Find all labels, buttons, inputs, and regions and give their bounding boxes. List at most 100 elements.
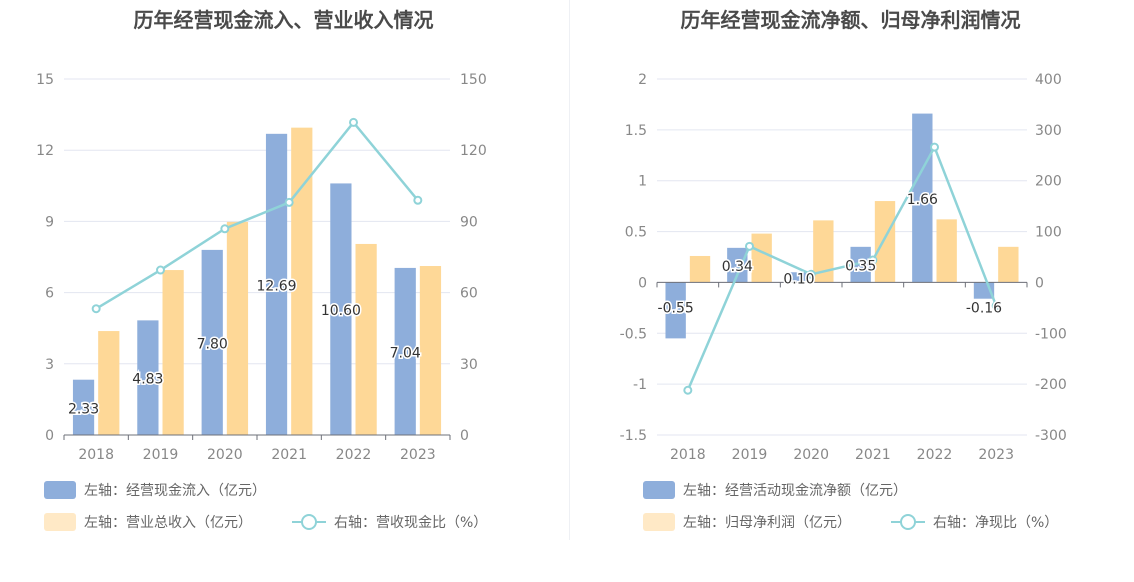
x-axis-tick-label: 2019 — [732, 447, 768, 463]
legend-label: 右轴：营收现金比（%） — [334, 515, 488, 531]
data-label: 2.33 — [68, 401, 99, 417]
x-axis-tick-label: 2021 — [271, 447, 307, 463]
data-label: -0.16 — [966, 300, 1002, 316]
bar-6 — [419, 266, 442, 435]
x-axis-tick-label: 2018 — [670, 447, 706, 463]
legend-swatch-blue — [643, 481, 675, 499]
left-axis-tick-label: 15 — [36, 72, 54, 88]
bar-2 — [137, 320, 159, 435]
legend-swatch-yellow — [643, 513, 675, 531]
point-5 — [930, 142, 939, 152]
right-axis-tick-label: 400 — [1035, 72, 1062, 88]
left-axis-tick-label: 12 — [36, 143, 54, 159]
data-label: 4.83 — [132, 372, 163, 388]
bar-1 — [72, 379, 95, 435]
point-4 — [284, 197, 294, 207]
legend-swatch-blue — [44, 481, 76, 499]
left-axis-tick-label: 6 — [45, 286, 54, 302]
legend-label: 左轴：归母净利润（亿元） — [683, 515, 851, 531]
right-axis-tick-label: 60 — [460, 286, 478, 302]
left-axis-tick-label: 0.5 — [625, 225, 647, 241]
right-axis-tick-label: -300 — [1035, 428, 1067, 444]
x-axis-tick-label: 2021 — [855, 447, 891, 463]
chart-title: 历年经营现金流净额、归母净利润情况 — [680, 8, 1021, 32]
bar-4 — [291, 127, 313, 436]
x-axis-tick-label: 2020 — [793, 447, 829, 463]
right-axis-tick-label: 0 — [1035, 275, 1044, 291]
legend-item-net-cash-flow[interactable]: 左轴：经营活动现金流净额（亿元） — [643, 480, 907, 500]
legend-item-revenue-cash-ratio[interactable]: 右轴：营收现金比（%） — [292, 512, 487, 532]
legend-item-cash-inflow[interactable]: 左轴：经营现金流入（亿元） — [44, 480, 266, 500]
legend-label: 右轴：净现比（%） — [933, 515, 1059, 531]
left-axis-tick-label: -1 — [633, 377, 647, 393]
data-label: 12.69 — [257, 278, 297, 294]
bar-2 — [727, 247, 748, 283]
left-axis-tick-label: 0 — [45, 428, 54, 444]
point-6 — [413, 195, 423, 205]
bar-1 — [98, 331, 120, 435]
bar-2 — [751, 233, 772, 283]
chart-plot-net-cash-flow: -1.5 -1 -0.5 0 0.5 1 1.5 2 -300 -200 -100 0 100 200 30… — [620, 72, 1067, 463]
right-axis-tick-label: 100 — [1035, 225, 1062, 241]
point-1 — [683, 385, 693, 395]
left-axis-tick-label: -0.5 — [620, 326, 647, 342]
left-axis-tick-label: 3 — [45, 357, 54, 373]
bar-3 — [813, 220, 834, 283]
x-axis-tick-label: 2023 — [400, 447, 436, 463]
right-axis-tick-label: 150 — [460, 72, 487, 88]
data-label: 1.66 — [907, 192, 938, 208]
bar-3 — [788, 272, 810, 283]
bar-3 — [226, 221, 249, 435]
left-axis-tick-label: 1.5 — [625, 123, 647, 139]
x-axis-tick-label: 2022 — [336, 447, 372, 463]
legend-line-icon — [292, 513, 326, 531]
point-3 — [220, 224, 230, 234]
point-3 — [806, 269, 816, 279]
series-line — [686, 144, 998, 391]
bar-3 — [201, 249, 223, 435]
point-2 — [745, 241, 754, 251]
right-axis-tick-label: 120 — [460, 143, 487, 159]
left-axis-tick-label: -1.5 — [620, 428, 647, 444]
bar-4 — [850, 246, 871, 283]
point-4 — [868, 255, 878, 265]
right-axis-tick-label: 90 — [460, 214, 478, 230]
left-axis-tick-label: 9 — [45, 214, 54, 230]
x-axis-tick-label: 2020 — [207, 447, 243, 463]
right-axis-tick-label: 200 — [1035, 174, 1062, 190]
bar-2 — [162, 270, 184, 435]
left-axis-tick-label: 2 — [638, 72, 647, 88]
legend-item-net-cash-ratio[interactable]: 右轴：净现比（%） — [891, 512, 1058, 532]
x-axis-tick-label: 2022 — [917, 447, 953, 463]
legend-label: 左轴：经营活动现金流净额（亿元） — [683, 483, 907, 499]
data-label: 7.04 — [390, 345, 421, 361]
chart-panel-net-cash-flow: 历年经营现金流净额、归母净利润情况 -1.5 -1 -0.5 0 0.5 1 1.5 2 -30… — [567, 0, 1134, 582]
point-5 — [349, 117, 358, 127]
data-label: 7.80 — [197, 336, 228, 352]
right-axis-tick-label: -200 — [1035, 377, 1067, 393]
bar-1 — [689, 255, 711, 283]
x-axis-tick-label: 2018 — [78, 447, 114, 463]
series-line — [95, 120, 419, 310]
bar-6 — [998, 246, 1019, 283]
point-6 — [991, 301, 1001, 311]
legend-label: 左轴：营业总收入（亿元） — [84, 515, 252, 531]
point-1 — [91, 304, 101, 314]
data-label: 0.34 — [722, 259, 753, 275]
bar-4 — [874, 201, 896, 283]
data-label: 10.60 — [321, 303, 361, 319]
right-axis-tick-label: 30 — [460, 357, 478, 373]
legend-item-revenue[interactable]: 左轴：营业总收入（亿元） — [44, 512, 252, 532]
legend-line-icon — [891, 513, 925, 531]
left-axis-tick-label: 0 — [638, 275, 647, 291]
chart-panel-cash-inflow: 历年经营现金流入、营业收入情况 0 3 6 9 12 15 0 30 60 90 120 150 201… — [36, 8, 487, 532]
data-label: -0.55 — [658, 300, 694, 316]
data-label: 0.10 — [783, 271, 814, 287]
chart-title: 历年经营现金流入、营业收入情况 — [133, 8, 434, 32]
legend-item-net-profit[interactable]: 左轴：归母净利润（亿元） — [643, 512, 851, 532]
right-axis-tick-label: 300 — [1035, 123, 1062, 139]
right-axis-tick-label: 0 — [460, 428, 469, 444]
left-axis-tick-label: 1 — [638, 174, 647, 190]
bar-5 — [936, 219, 957, 283]
